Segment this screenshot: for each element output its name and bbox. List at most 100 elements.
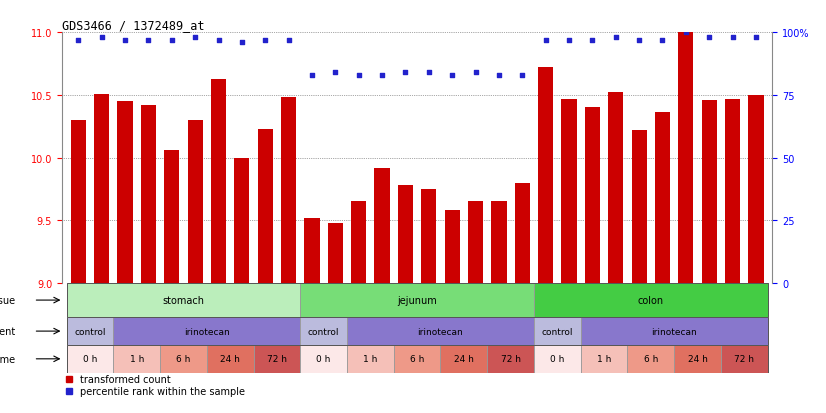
Point [72,37,85,44]
Point [609,35,622,41]
Point [749,35,762,41]
Text: 0 h: 0 h [316,354,331,363]
Point [376,72,389,79]
Bar [628,345,674,373]
Point [679,30,692,36]
Point [726,35,739,41]
Point [188,35,202,41]
Point [235,40,249,46]
Bar [254,345,301,373]
Text: 0 h: 0 h [83,354,97,363]
Bar [608,93,624,283]
Text: irinotecan: irinotecan [651,327,697,336]
Bar [301,283,534,318]
Text: 72 h: 72 h [734,354,754,363]
Bar [534,318,581,345]
Bar [562,100,577,283]
Text: GDS3466 / 1372489_at: GDS3466 / 1372489_at [62,19,205,32]
Point [492,72,506,79]
Bar [301,318,347,345]
Point [563,37,576,44]
Bar [748,95,763,283]
Point [282,37,295,44]
Bar [113,318,301,345]
Point [633,37,646,44]
Text: irinotecan: irinotecan [418,327,463,336]
Bar [398,186,413,283]
Text: 72 h: 72 h [501,354,520,363]
Bar [515,183,529,283]
Bar [725,100,740,283]
Bar [674,345,721,373]
Bar [235,158,249,283]
Bar [211,79,226,283]
Bar [491,202,506,283]
Point [656,37,669,44]
Point [515,72,529,79]
Bar [67,318,113,345]
Bar [351,202,366,283]
Bar [188,121,202,283]
Text: jejunum: jejunum [397,295,437,305]
Bar [347,318,534,345]
Bar [117,102,133,283]
Bar [164,151,179,283]
Point [95,35,108,41]
Bar [206,345,254,373]
Text: 24 h: 24 h [687,354,708,363]
Text: control: control [542,327,573,336]
Bar [71,121,86,283]
Text: 1 h: 1 h [597,354,611,363]
Point [259,37,272,44]
Bar [534,283,767,318]
Bar [160,345,206,373]
Bar [67,283,301,318]
Bar [468,202,483,283]
Point [469,70,482,76]
Bar [374,168,390,283]
Bar [487,345,534,373]
Text: stomach: stomach [163,295,205,305]
Point [352,72,365,79]
Text: irinotecan: irinotecan [184,327,230,336]
Bar [581,318,767,345]
Bar [258,129,273,283]
Text: 24 h: 24 h [454,354,474,363]
Point [142,37,155,44]
Bar [394,345,440,373]
Bar [721,345,767,373]
Text: transformed count: transformed count [79,375,170,385]
Text: 6 h: 6 h [176,354,191,363]
Bar [440,345,487,373]
Point [539,37,553,44]
Bar [301,345,347,373]
Text: percentile rank within the sample: percentile rank within the sample [79,386,244,396]
Point [422,70,435,76]
Bar [281,98,297,283]
Bar [632,131,647,283]
Text: 1 h: 1 h [130,354,144,363]
Point [212,37,225,44]
Point [329,70,342,76]
Text: control: control [308,327,339,336]
Bar [94,94,109,283]
Bar [140,106,156,283]
Point [306,72,319,79]
Bar [581,345,628,373]
Text: 72 h: 72 h [267,354,287,363]
Bar [701,101,717,283]
Text: agent: agent [0,326,16,336]
Point [445,72,458,79]
Bar [421,190,436,283]
Bar [585,108,600,283]
Text: colon: colon [638,295,664,305]
Text: 6 h: 6 h [643,354,658,363]
Bar [67,345,113,373]
Text: 1 h: 1 h [363,354,377,363]
Bar [678,33,694,283]
Point [118,37,131,44]
Text: 6 h: 6 h [410,354,425,363]
Bar [538,68,553,283]
Text: time: time [0,354,16,364]
Bar [347,345,394,373]
